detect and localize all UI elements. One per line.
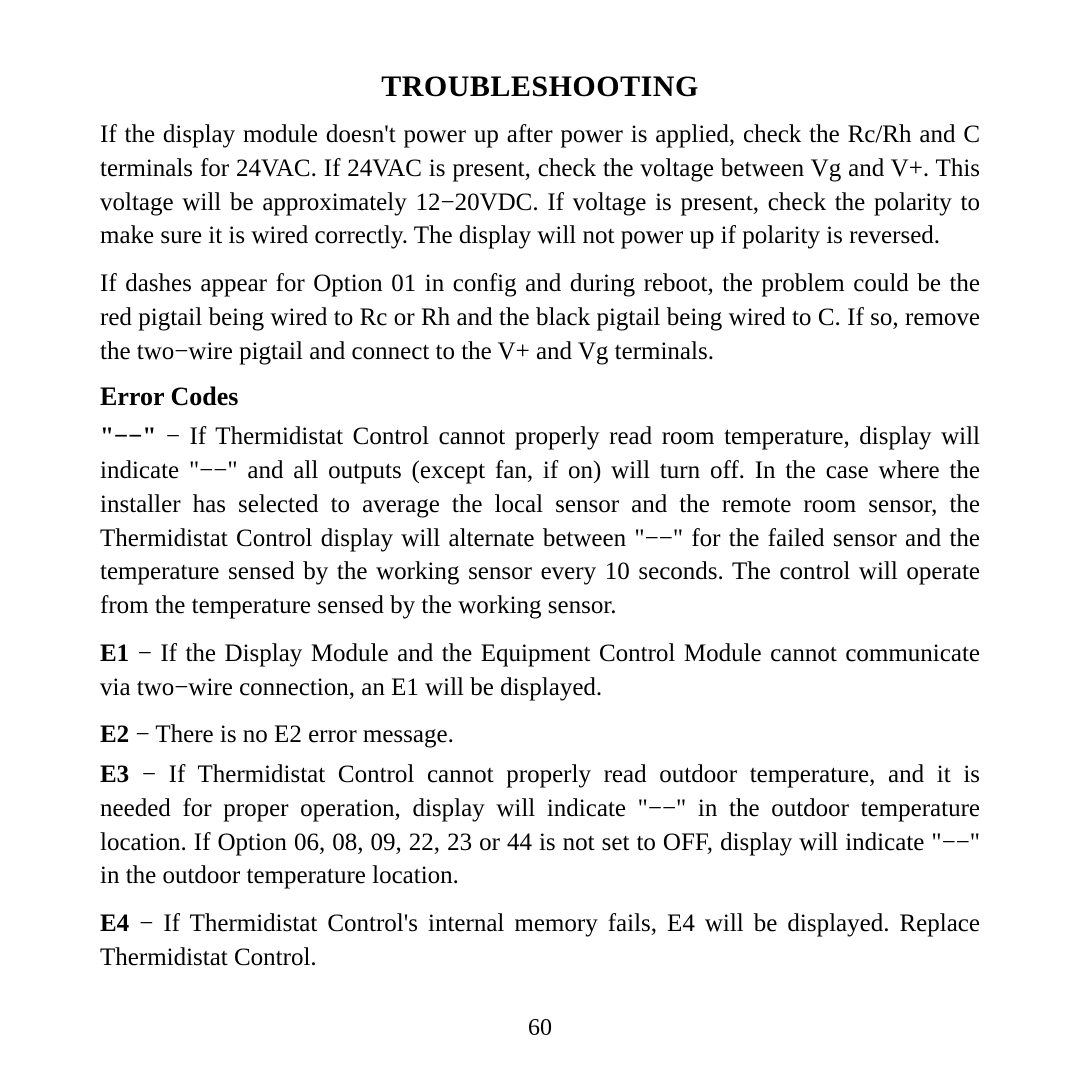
error-dash-body: − If Thermidistat Control cannot properl…	[100, 423, 980, 619]
document-page: TROUBLESHOOTING If the display module do…	[0, 0, 1080, 1080]
error-e4-body: − If Thermidistat Control's internal mem…	[100, 910, 980, 971]
error-e3-paragraph: E3 − If Thermidistat Control cannot prop…	[100, 758, 980, 893]
intro-paragraph-1: If the display module doesn't power up a…	[100, 118, 980, 253]
intro-paragraph-2: If dashes appear for Option 01 in config…	[100, 267, 980, 368]
error-e2-body: − There is no E2 error message.	[129, 721, 454, 748]
error-dash-paragraph: "−−" − If Thermidistat Control cannot pr…	[100, 420, 980, 623]
error-e1-code: E1	[100, 640, 129, 667]
error-e1-body: − If the Display Module and the Equipmen…	[100, 640, 980, 701]
page-title: TROUBLESHOOTING	[100, 70, 980, 104]
error-e1-paragraph: E1 − If the Display Module and the Equip…	[100, 637, 980, 705]
error-e3-body: − If Thermidistat Control cannot properl…	[100, 761, 980, 889]
error-e2-paragraph: E2 − There is no E2 error message.	[100, 718, 980, 752]
page-number: 60	[0, 1015, 1080, 1042]
error-dash-code: "−−"	[100, 423, 156, 450]
error-e4-code: E4	[100, 910, 129, 937]
error-codes-heading: Error Codes	[100, 382, 980, 412]
error-e4-paragraph: E4 − If Thermidistat Control's internal …	[100, 907, 980, 975]
error-e2-code: E2	[100, 721, 129, 748]
error-e3-code: E3	[100, 761, 129, 788]
